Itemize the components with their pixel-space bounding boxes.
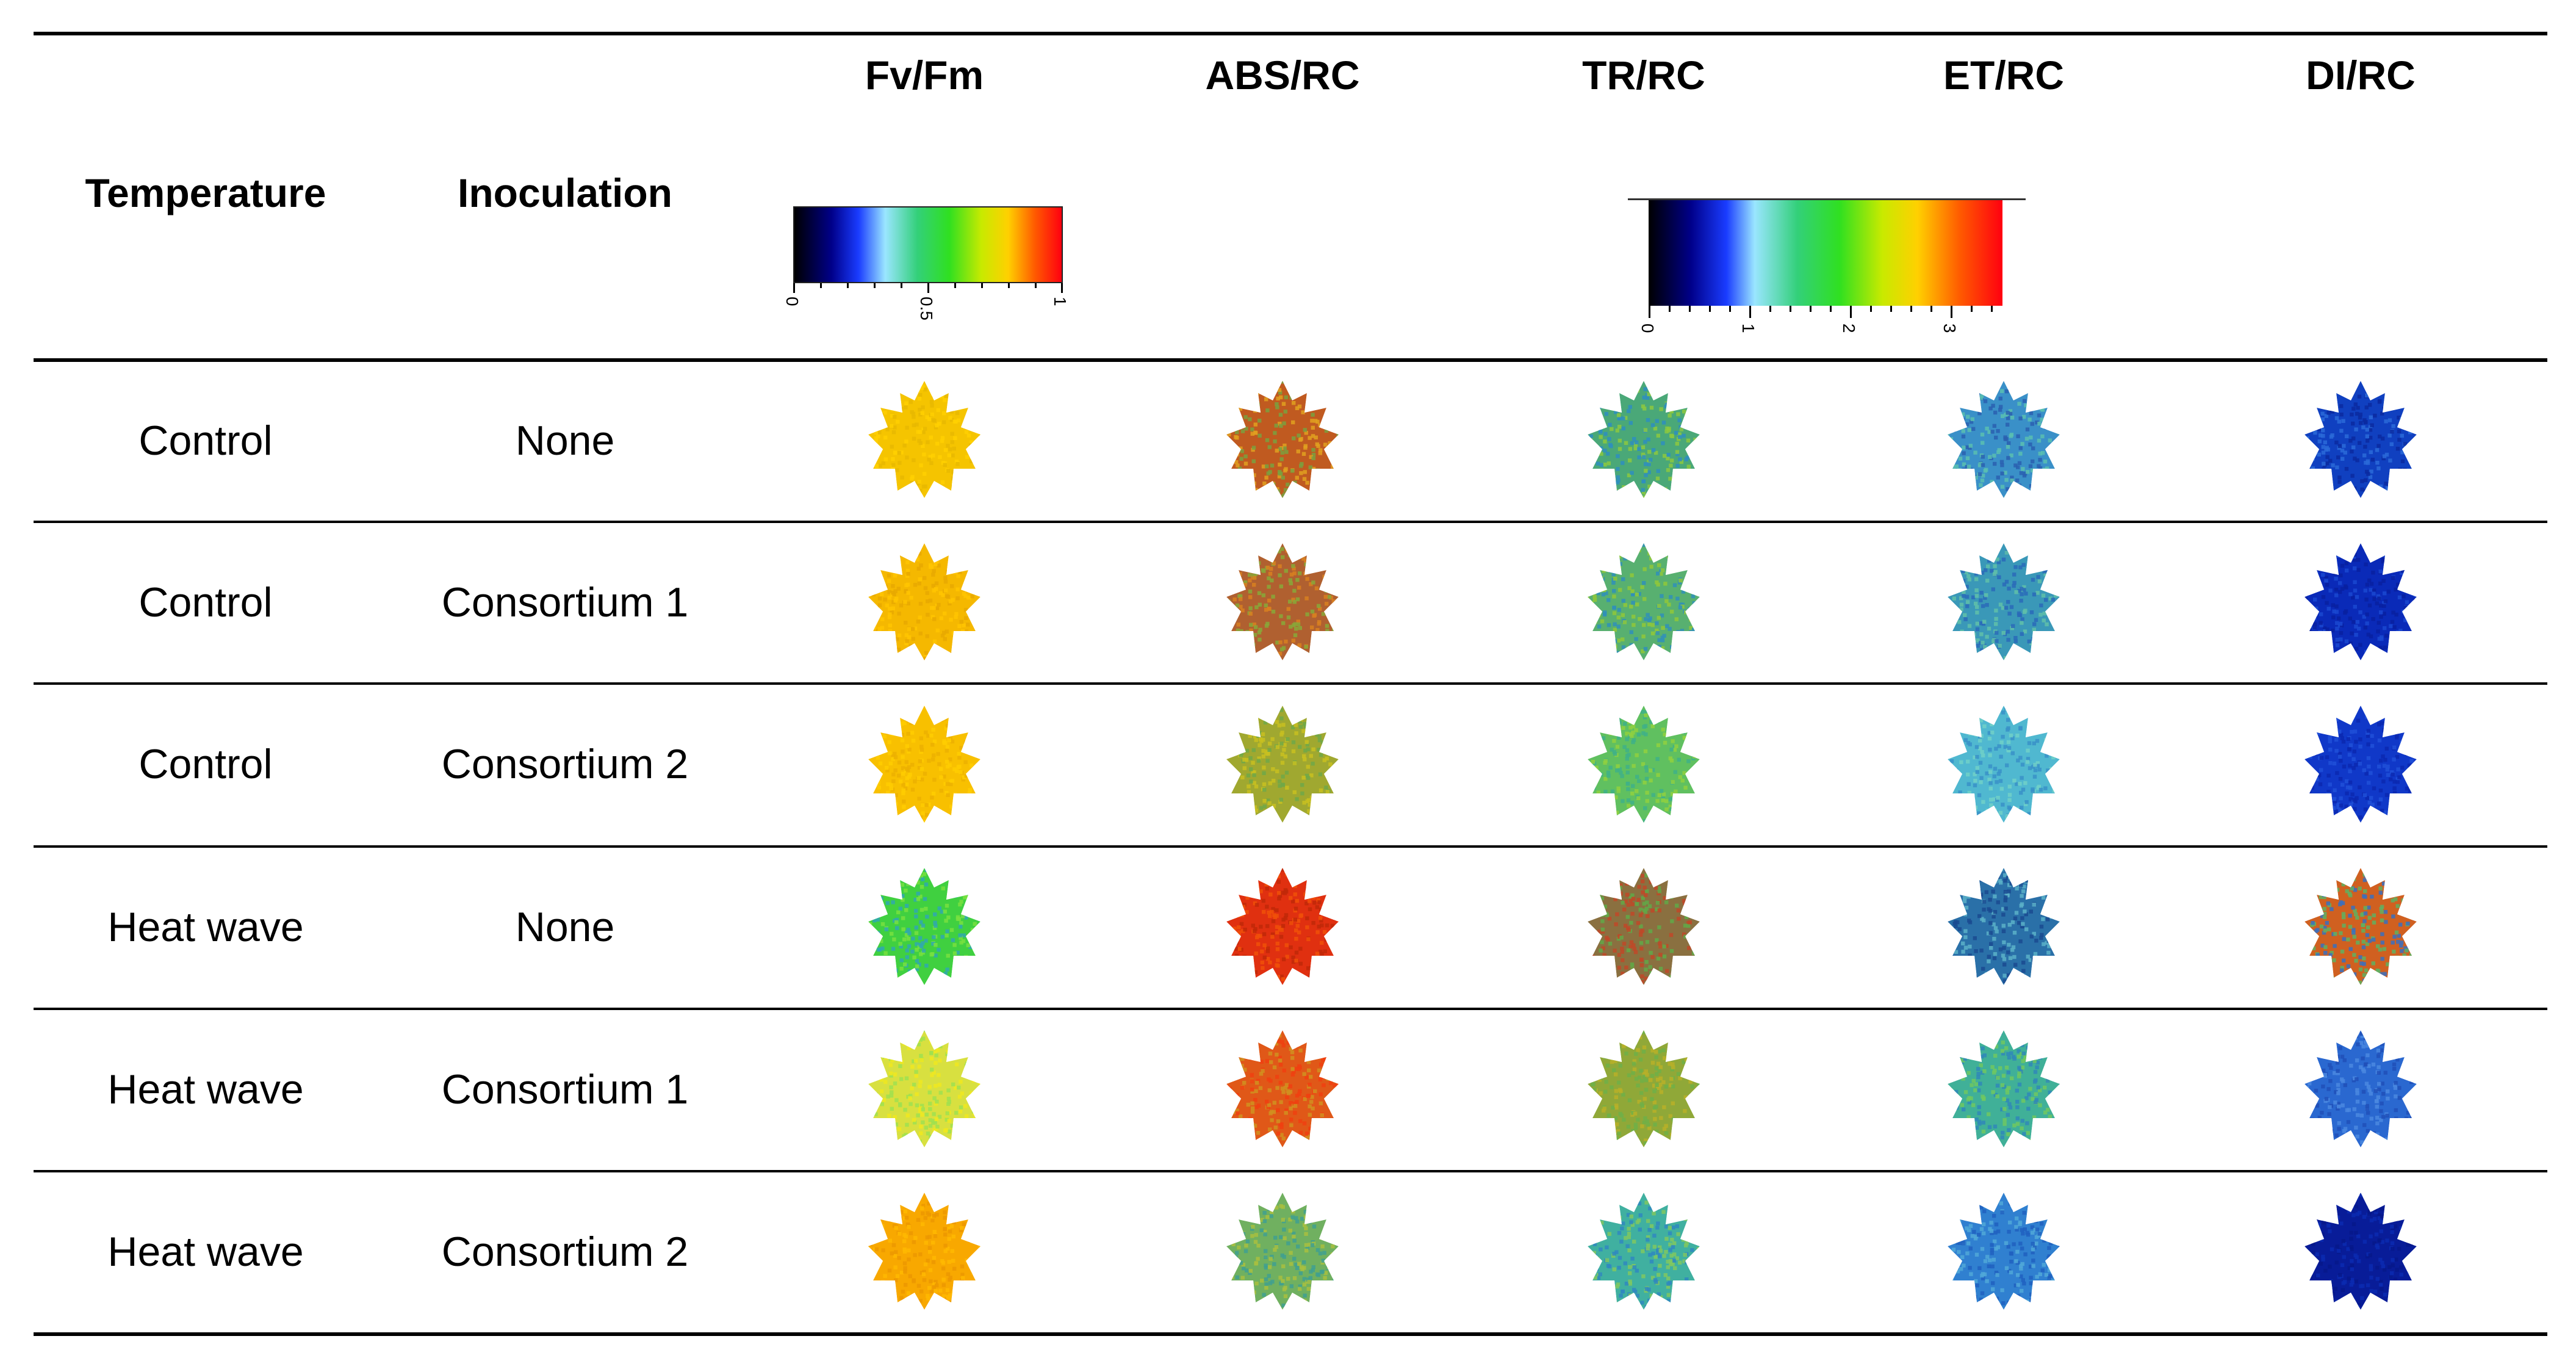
leaf-image-fvfm-row1 xyxy=(868,381,980,498)
header-temperature: Temperature xyxy=(85,170,326,215)
row1-temperature: Control xyxy=(139,417,273,464)
row1-inoculation: None xyxy=(515,417,615,464)
header-absrc: ABS/RC xyxy=(1205,52,1360,98)
rc-tick xyxy=(1910,306,1912,312)
fvfm-tick xyxy=(954,283,956,288)
leaf-image-trrc-row2 xyxy=(1588,543,1700,660)
rc-tick-label: 1 xyxy=(1739,323,1758,333)
bottom-rule xyxy=(34,1332,2547,1336)
rc-tick xyxy=(1669,306,1671,312)
fvfm-tick xyxy=(1008,283,1010,288)
fvfm-tick xyxy=(820,283,822,288)
leaf-image-absrc-row1 xyxy=(1226,381,1339,498)
row2-temperature: Control xyxy=(139,579,273,626)
header-etrc: ET/RC xyxy=(1943,52,2064,98)
fvfm-tick xyxy=(847,283,849,288)
row4-temperature: Heat wave xyxy=(107,904,304,950)
rc-tick xyxy=(1991,306,1993,312)
rc-tick xyxy=(1951,306,1952,318)
leaf-image-etrc-row2 xyxy=(1948,543,2060,660)
leaf-image-etrc-row1 xyxy=(1948,381,2060,498)
header-rule xyxy=(34,358,2547,362)
row-divider xyxy=(34,1008,2547,1010)
fvfm-tick xyxy=(874,283,876,288)
row-divider xyxy=(34,682,2547,685)
leaf-image-absrc-row6 xyxy=(1226,1193,1339,1310)
row5-temperature: Heat wave xyxy=(107,1066,304,1113)
rc-tick xyxy=(1870,306,1872,312)
rc-scale-gradient xyxy=(1649,200,2002,306)
leaf-image-dirc-row5 xyxy=(2304,1030,2417,1147)
leaf-image-trrc-row5 xyxy=(1588,1030,1700,1147)
row6-temperature: Heat wave xyxy=(107,1229,304,1275)
row5-inoculation: Consortium 1 xyxy=(441,1066,689,1113)
rc-tick xyxy=(1850,306,1852,318)
leaf-image-dirc-row4 xyxy=(2304,868,2417,985)
leaf-image-absrc-row2 xyxy=(1226,543,1339,660)
rc-tick-label: 2 xyxy=(1840,323,1858,333)
rc-tick xyxy=(1890,306,1892,312)
fvfm-scale-gradient xyxy=(793,206,1063,283)
rc-tick xyxy=(1729,306,1731,312)
leaf-image-trrc-row1 xyxy=(1588,381,1700,498)
fvfm-tick-label: 1 xyxy=(1051,297,1070,306)
leaf-image-trrc-row4 xyxy=(1588,868,1700,985)
rc-tick xyxy=(1810,306,1811,312)
rc-scale-topline xyxy=(1628,198,2026,200)
rc-tick xyxy=(1689,306,1691,312)
row3-inoculation: Consortium 2 xyxy=(441,741,689,787)
row-divider xyxy=(34,845,2547,848)
row6-inoculation: Consortium 2 xyxy=(441,1229,689,1275)
row-divider xyxy=(34,521,2547,523)
fvfm-color-scale: 0 0.5 1 xyxy=(783,206,1070,328)
leaf-image-fvfm-row3 xyxy=(868,706,980,823)
fvfm-tick-label: 0.5 xyxy=(917,297,936,320)
rc-tick xyxy=(1649,306,1650,318)
row-divider xyxy=(34,1170,2547,1172)
leaf-image-dirc-row6 xyxy=(2304,1193,2417,1310)
leaf-image-trrc-row6 xyxy=(1588,1193,1700,1310)
top-rule xyxy=(34,32,2547,35)
leaf-image-absrc-row3 xyxy=(1226,706,1339,823)
rc-tick-label: 3 xyxy=(1940,323,1959,333)
fvfm-tick xyxy=(901,283,902,288)
row2-inoculation: Consortium 1 xyxy=(441,579,689,626)
fvfm-tick xyxy=(1035,283,1037,288)
rc-tick-label: 0 xyxy=(1638,323,1657,333)
leaf-image-etrc-row4 xyxy=(1948,868,2060,985)
leaf-image-fvfm-row6 xyxy=(868,1193,980,1310)
header-fvfm: Fv/Fm xyxy=(865,52,984,98)
header-trrc: TR/RC xyxy=(1582,52,1705,98)
row4-inoculation: None xyxy=(515,904,615,950)
leaf-image-absrc-row5 xyxy=(1226,1030,1339,1147)
rc-tick xyxy=(1790,306,1791,312)
leaf-image-etrc-row3 xyxy=(1948,706,2060,823)
rc-tick xyxy=(1769,306,1771,312)
fvfm-tick xyxy=(793,283,795,293)
rc-tick xyxy=(1830,306,1832,312)
rc-color-scale: 0 1 2 3 xyxy=(1628,198,2031,351)
row3-temperature: Control xyxy=(139,741,273,787)
fvfm-tick xyxy=(981,283,983,288)
leaf-image-dirc-row1 xyxy=(2304,381,2417,498)
leaf-image-etrc-row5 xyxy=(1948,1030,2060,1147)
leaf-image-absrc-row4 xyxy=(1226,868,1339,985)
header-dirc: DI/RC xyxy=(2306,52,2416,98)
leaf-image-dirc-row2 xyxy=(2304,543,2417,660)
leaf-image-etrc-row6 xyxy=(1948,1193,2060,1310)
leaf-image-fvfm-row2 xyxy=(868,543,980,660)
rc-tick xyxy=(1930,306,1932,312)
fvfm-tick xyxy=(927,283,929,293)
leaf-image-fvfm-row5 xyxy=(868,1030,980,1147)
fvfm-tick xyxy=(1061,283,1063,293)
leaf-image-trrc-row3 xyxy=(1588,706,1700,823)
fvfm-tick-label: 0 xyxy=(783,297,802,306)
leaf-image-fvfm-row4 xyxy=(868,868,980,985)
rc-tick xyxy=(1709,306,1711,312)
rc-tick xyxy=(1749,306,1751,318)
header-inoculation: Inoculation xyxy=(458,170,672,215)
rc-tick xyxy=(1971,306,1973,312)
leaf-image-dirc-row3 xyxy=(2304,706,2417,823)
